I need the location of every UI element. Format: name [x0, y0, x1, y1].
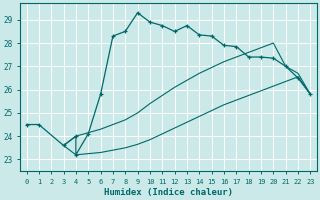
X-axis label: Humidex (Indice chaleur): Humidex (Indice chaleur): [104, 188, 233, 197]
